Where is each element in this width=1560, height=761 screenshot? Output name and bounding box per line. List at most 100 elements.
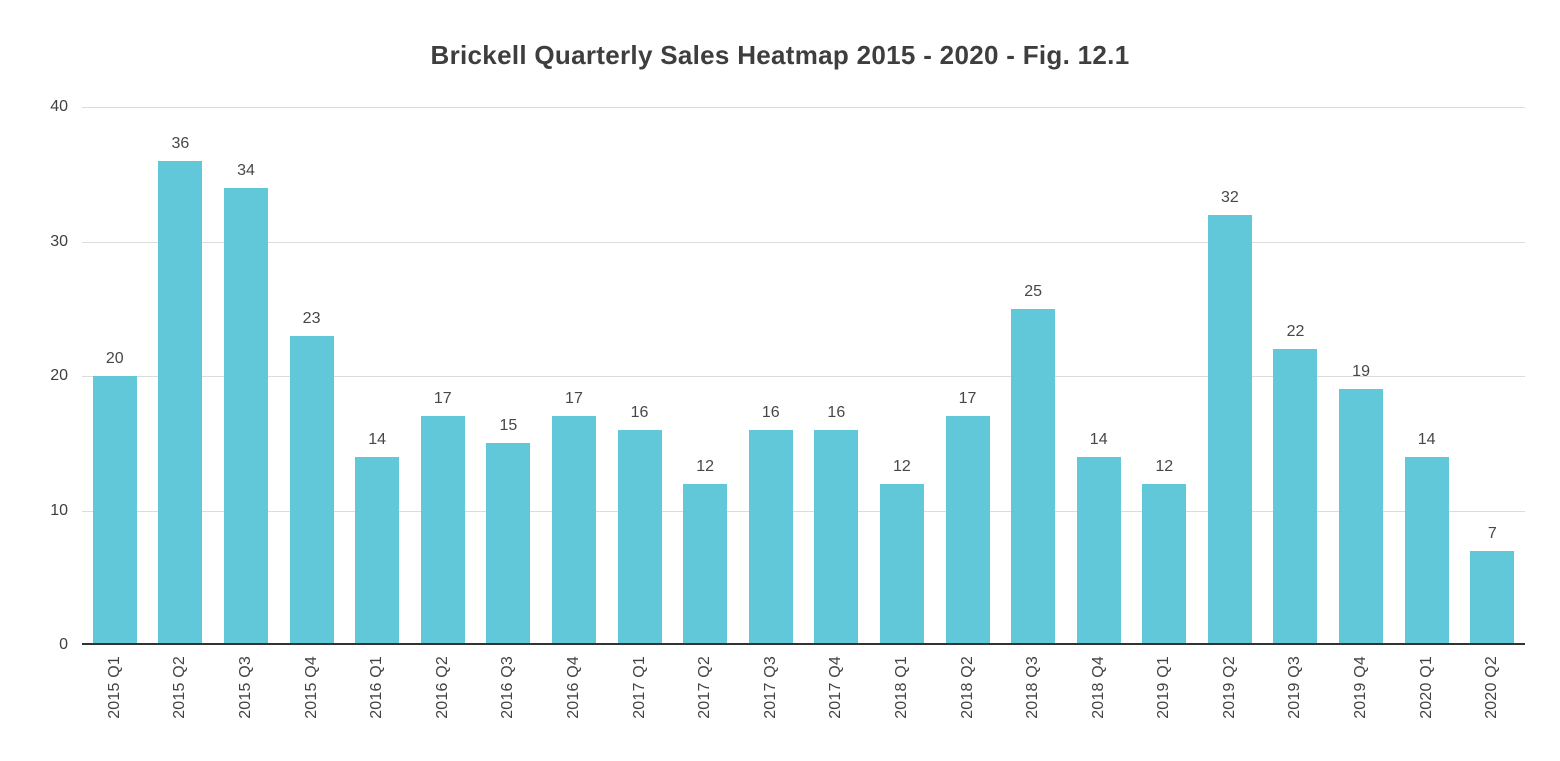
bar-2018-q2[interactable] [945,416,990,645]
bar-group: 25 [1000,107,1066,645]
x-tick-label: 2017 Q1 [630,656,648,719]
bar-2015-q1[interactable] [92,376,137,645]
y-tick-label: 40 [50,98,68,115]
bar-2019-q1[interactable] [1142,483,1187,645]
bar-2016-q1[interactable] [355,456,400,645]
bar-2019-q3[interactable] [1273,349,1318,645]
bar-group: 15 [476,107,542,645]
x-tick: 2019 Q2 [1197,656,1263,719]
bar-2019-q4[interactable] [1339,389,1384,645]
gridline [82,376,1525,377]
bar-value-label: 16 [761,403,780,421]
bar-group: 12 [672,107,738,645]
x-tick: 2016 Q4 [541,656,607,719]
x-tick-label: 2015 Q4 [302,656,320,719]
x-tick-label: 2019 Q3 [1286,656,1304,719]
bar-value-label: 17 [433,390,452,408]
x-tick: 2015 Q4 [279,656,345,719]
bar-2018-q4[interactable] [1076,456,1121,645]
bar-value-label: 14 [1089,430,1108,448]
x-tick: 2019 Q4 [1328,656,1394,719]
gridline [82,107,1525,108]
bar-group: 16 [607,107,673,645]
x-tick: 2015 Q3 [213,656,279,719]
bar-2019-q2[interactable] [1207,214,1252,645]
y-tick-label: 0 [59,636,68,653]
bar-group: 16 [804,107,870,645]
x-tick-label: 2020 Q1 [1417,656,1435,719]
x-tick: 2020 Q2 [1459,656,1525,719]
bar-group: 23 [279,107,345,645]
bar-2018-q1[interactable] [879,483,924,645]
bar-2016-q2[interactable] [420,416,465,645]
bar-value-label: 12 [696,457,715,475]
x-tick: 2019 Q3 [1263,656,1329,719]
bar-group: 22 [1263,107,1329,645]
x-tick: 2015 Q1 [82,656,148,719]
x-tick-label: 2015 Q2 [171,656,189,719]
bar-2016-q4[interactable] [551,416,596,645]
bar-2018-q3[interactable] [1011,308,1056,645]
x-tick-label: 2018 Q3 [1024,656,1042,719]
bar-value-label: 20 [105,350,124,367]
bar-group: 34 [213,107,279,645]
x-tick-label: 2017 Q4 [827,656,845,719]
bar-2015-q2[interactable] [158,160,203,645]
bar-2015-q4[interactable] [289,335,334,645]
bar-value-label: 7 [1487,524,1497,542]
bar-value-label: 14 [368,430,387,448]
bar-group: 19 [1328,107,1394,645]
bar-2020-q1[interactable] [1404,456,1449,645]
bar-value-label: 16 [630,403,649,421]
x-tick: 2017 Q1 [607,656,673,719]
bar-group: 17 [410,107,476,645]
bar-group: 17 [935,107,1001,645]
plot-area: 20 36 34 23 14 17 15 17 16 12 16 16 12 17 25 14 12 32 22 19… [82,107,1525,645]
bar-value-label: 23 [302,309,321,327]
bar-group: 7 [1459,107,1525,645]
x-tick-label: 2019 Q2 [1220,656,1238,719]
bar-2017-q1[interactable] [617,429,662,645]
bar-2016-q3[interactable] [486,443,531,645]
bar-value-label: 15 [499,417,518,435]
bar-group: 12 [869,107,935,645]
bar-2017-q2[interactable] [683,483,728,645]
bar-group: 32 [1197,107,1263,645]
bar-value-label: 32 [1220,188,1239,206]
bar-group: 20 [82,107,148,645]
bar-value-label: 36 [171,134,190,152]
bar-value-label: 12 [1155,457,1174,475]
bar-group: 14 [1066,107,1132,645]
x-tick-label: 2018 Q2 [958,656,976,719]
x-tick-label: 2020 Q2 [1483,656,1501,719]
bar-2020-q2[interactable] [1470,550,1515,645]
gridline [82,510,1525,512]
bar-group: 14 [344,107,410,645]
x-tick-label: 2016 Q2 [433,656,451,719]
x-tick-label: 2018 Q4 [1089,656,1107,719]
bar-series: 20 36 34 23 14 17 15 17 16 12 16 16 12 17 25 14 12 32 22 19… [82,107,1525,645]
x-tick: 2018 Q2 [935,656,1001,719]
bar-value-label: 25 [1024,282,1042,300]
bar-value-label: 19 [1352,363,1370,381]
x-tick-label: 2015 Q1 [105,656,123,719]
gridline [82,241,1525,243]
x-tick: 2016 Q3 [476,656,542,719]
x-tick-label: 2016 Q3 [499,656,517,719]
bar-2017-q3[interactable] [748,429,793,645]
chart-title: Brickell Quarterly Sales Heatmap 2015 - … [430,40,1130,70]
x-tick-label: 2015 Q3 [236,656,254,719]
y-axis: 0 10 20 30 40 [0,99,68,653]
x-tick: 2020 Q1 [1394,656,1460,719]
x-tick-label: 2019 Q4 [1352,656,1370,719]
x-tick-label: 2019 Q1 [1155,656,1173,719]
x-tick-label: 2017 Q2 [696,656,714,719]
bar-group: 17 [541,107,607,645]
bar-value-label: 12 [893,457,911,475]
bar-value-label: 17 [565,390,583,408]
x-tick: 2019 Q1 [1132,656,1198,719]
bar-2015-q3[interactable] [223,187,268,645]
x-tick: 2016 Q2 [410,656,476,719]
x-tick: 2018 Q4 [1066,656,1132,719]
bar-2017-q4[interactable] [814,429,859,645]
